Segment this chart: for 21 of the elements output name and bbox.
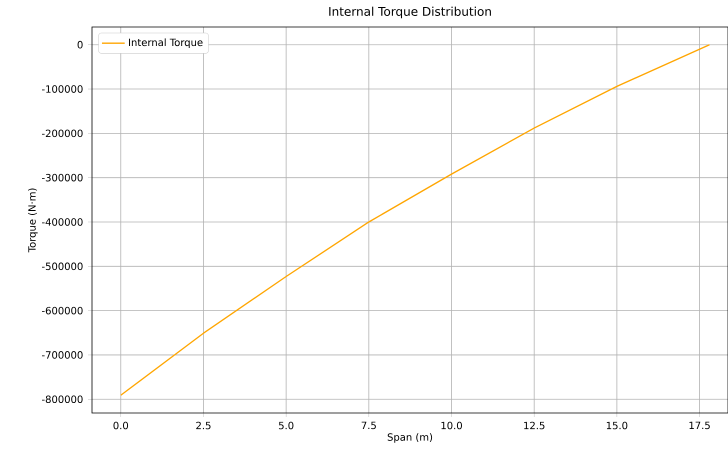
x-tick-label: 15.0 bbox=[606, 422, 628, 430]
x-tick-label: 5.0 bbox=[278, 422, 294, 430]
x-tick-label: 12.5 bbox=[524, 422, 544, 430]
x-tick-label: 17.5 bbox=[690, 422, 710, 430]
x-axis-title: Span (m) bbox=[388, 433, 432, 443]
y-tick-label: -800000 bbox=[42, 395, 83, 404]
y-tick-label: -700000 bbox=[42, 351, 83, 359]
x-tick-label: 0.0 bbox=[113, 422, 128, 430]
y-tick-label: -200000 bbox=[42, 130, 83, 138]
y-tick-label: 0 bbox=[78, 40, 83, 49]
x-tick-label: 10.0 bbox=[441, 422, 462, 430]
y-tick-label: -400000 bbox=[42, 218, 83, 226]
x-tick-label: 7.5 bbox=[362, 422, 376, 430]
legend-label: Internal Torque bbox=[129, 38, 203, 48]
y-axis-title: Torque (N·m) bbox=[28, 188, 38, 252]
y-tick-label: -600000 bbox=[42, 306, 83, 314]
y-tick-label: -300000 bbox=[42, 174, 83, 182]
chart-title: Internal Torque Distribution bbox=[329, 6, 491, 18]
y-tick-label: -100000 bbox=[42, 85, 83, 93]
x-tick-label: 2.5 bbox=[196, 422, 211, 430]
y-tick-label: -500000 bbox=[42, 262, 83, 270]
